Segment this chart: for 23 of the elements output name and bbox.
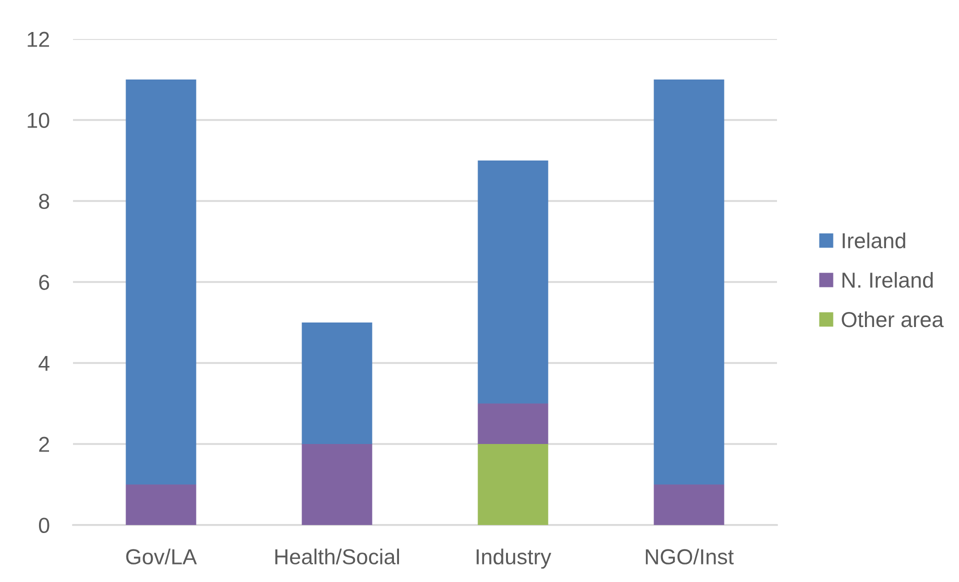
legend-label: Ireland (842, 232, 906, 248)
bar (478, 404, 548, 444)
bar (126, 484, 196, 525)
bar (478, 160, 548, 404)
x-tick-label: NGO/Inst (646, 548, 734, 564)
bar (302, 444, 372, 525)
bar (654, 80, 724, 484)
y-tick-label: 2 (39, 436, 50, 452)
y-tick-label: 6 (39, 274, 50, 290)
bar (654, 484, 724, 525)
legend-label: Other area (842, 311, 944, 328)
y-tick-label: 8 (39, 194, 50, 210)
bar (126, 80, 196, 484)
y-tick-label: 12 (28, 32, 50, 47)
y-tick-label: 0 (38, 518, 50, 534)
x-tick-label: Industry (476, 548, 552, 569)
x-tick-label: Gov/LA (126, 548, 197, 564)
bar (478, 444, 548, 525)
legend-label: N. Ireland (842, 272, 933, 288)
y-tick-label: 10 (28, 112, 50, 128)
x-tick-label: Health/Social (275, 548, 399, 564)
bar (302, 322, 372, 444)
y-tick-label: 4 (38, 356, 50, 371)
